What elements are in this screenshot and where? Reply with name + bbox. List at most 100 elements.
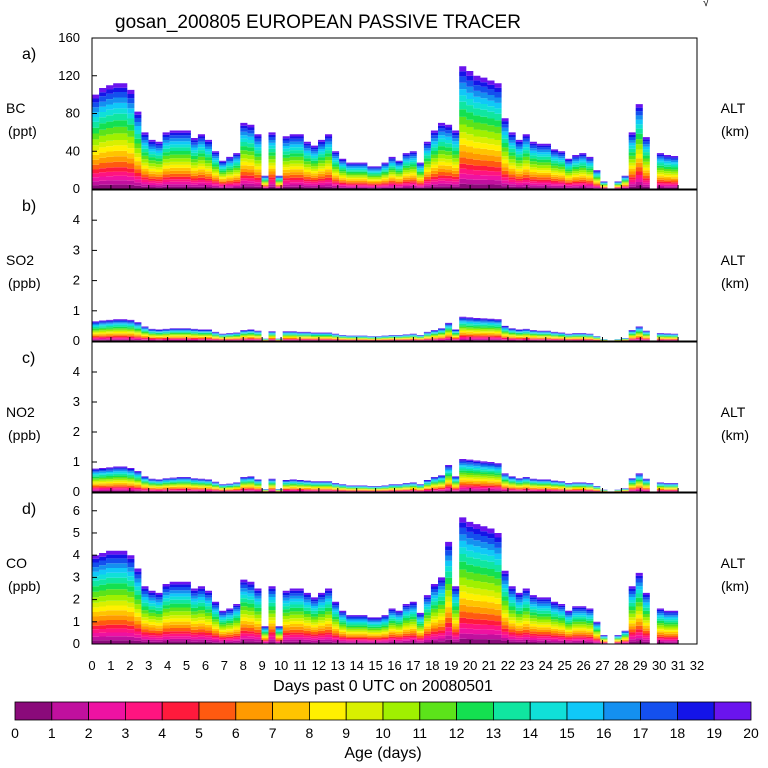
age-band-5-no2 [92,483,679,492]
y-tick-label: 40 [66,143,80,158]
colorbar-tick-label: 15 [559,725,575,741]
age-band-7-so2 [92,332,679,341]
colorbar-tick-label: 1 [48,725,56,741]
colorbar-tick-label: 0 [11,725,19,741]
colorbar-label: Age (days) [344,745,421,762]
colorbar-tick-label: 4 [158,725,166,741]
panel-co: 0 1 2 3 4 5 6 d) CO (ppb) ALT (km) [6,492,749,651]
age-band-17-no2 [92,461,679,492]
age-band-9-so2 [92,329,679,341]
y-tick-label: 1 [73,454,80,469]
species-label: SO2 [6,252,34,268]
colorbar-cell [88,701,126,721]
colorbar-cell [125,701,163,721]
colorbar-cell [382,701,421,721]
x-tick-label: 28 [614,658,628,673]
age-band-11-bc [92,116,679,189]
x-tick-label: 5 [183,658,190,673]
age-band-7-bc [92,144,679,189]
panel-letter: a) [22,46,36,63]
x-tick-label: 11 [293,658,307,673]
panel-no2: 0 1 2 3 4 c) NO2 (ppb) ALT (km) [6,341,749,499]
colorbar-cell [272,701,310,721]
colorbar-cell [198,701,237,721]
colorbar-tick-label: 7 [269,725,277,741]
age-band-13-bc [92,101,679,189]
x-tick-label: 0 [88,658,95,673]
colorbar-cell [51,701,89,721]
age-band-9-no2 [92,476,679,492]
panel-letter: d) [22,501,36,518]
x-tick-label: 25 [557,658,571,673]
unit-label: (ppb) [8,578,41,594]
y-tick-label: 0 [73,484,80,499]
age-band-1-no2 [92,489,679,492]
colorbar-tick-label: 13 [486,725,502,741]
right-axis-unit: (km) [721,123,749,139]
age-band-7-co [92,598,679,644]
age-band-1-co [92,633,679,644]
age-band-8-co [92,591,679,644]
x-tick-label: 13 [331,658,345,673]
y-tick-label: 4 [73,364,80,379]
age-band-8-bc [92,138,679,189]
panel-frame [91,341,698,493]
panel-letter: b) [22,198,36,215]
y-tick-label: 80 [66,106,80,121]
y-tick-label: 0 [73,181,80,196]
x-tick-label: 27 [595,658,609,673]
x-tick-label: 7 [221,658,228,673]
age-band-4-no2 [92,485,679,492]
y-tick-label: 5 [73,525,80,540]
age-band-5-bc [92,157,679,189]
y-tick-label: 2 [73,592,80,607]
right-axis-unit: (km) [721,275,749,291]
panel-frame [91,189,698,342]
age-band-2-so2 [92,338,679,341]
y-tick-label: 3 [73,394,80,409]
age-band-4-co [92,617,679,644]
panel-bc: 0 40 80 120 160 a) BC (ppt) ALT (km) [6,30,749,196]
y-tick-label: 0 [73,333,80,348]
age-band-7-no2 [92,480,679,492]
age-band-5-so2 [92,334,679,341]
x-axis-label: Days past 0 UTC on 20080501 [273,678,493,695]
colorbar-cell [345,701,384,721]
x-axis: 0 1 2 3 4 5 6 7 8 9 10 11 12 13 14 15 16 17 18 19 20 21 22 23 24… [88,658,704,673]
age-band-10-bc [92,124,679,189]
panel-so2: 0 1 2 3 4 b) SO2 (ppb) ALT (km) [6,189,749,348]
y-tick-label: 160 [58,30,80,45]
y-tick-label: 4 [73,212,80,227]
age-band-6-no2 [92,481,679,492]
colorbar-cell [308,701,347,721]
age-band-3-co [92,623,679,644]
y-tick-label: 2 [73,273,80,288]
age-band-0-bc [92,183,679,189]
age-band-3-bc [92,168,679,189]
colorbar-cell [419,701,457,721]
age-band-6-so2 [92,333,679,341]
x-tick-label: 24 [539,658,553,673]
panels-group: 04080120160a)BC(ppt)ALT(km)01234b)SO2(pp… [6,30,749,651]
colorbar-tick-label: 16 [596,725,612,741]
x-tick-label: 20 [463,658,477,673]
y-tick-label: 120 [58,68,80,83]
x-tick-label: 12 [312,658,326,673]
age-band-2-no2 [92,487,679,492]
right-axis-label: ALT [721,404,746,420]
x-tick-label: 17 [406,658,420,673]
age-band-12-bc [92,109,679,189]
x-tick-label: 32 [690,658,704,673]
y-tick-label: 3 [73,242,80,257]
corner-mark: √ [703,0,710,9]
age-band-11-no2 [92,472,679,492]
x-tick-label: 15 [368,658,382,673]
right-axis-label: ALT [721,555,746,571]
colorbar-tick-label: 18 [670,725,686,741]
x-tick-label: 19 [444,658,458,673]
colorbar-cell [529,701,568,721]
age-band-4-bc [92,163,679,189]
unit-label: (ppb) [8,275,41,291]
colorbar-cell [640,701,678,721]
right-axis-unit: (km) [721,578,749,594]
